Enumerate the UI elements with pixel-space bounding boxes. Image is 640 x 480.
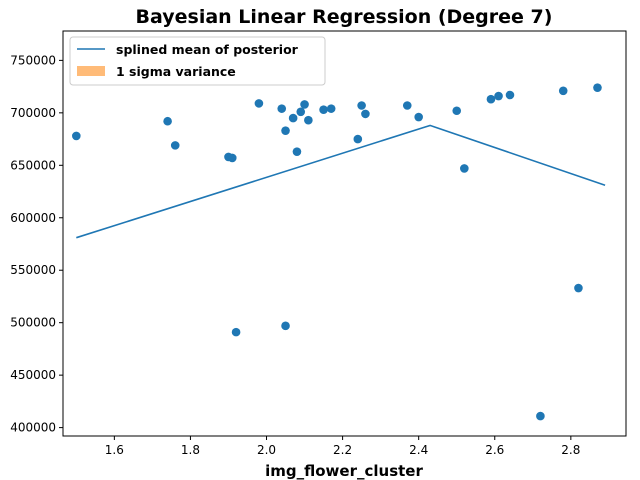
y-tick-label: 500000 bbox=[10, 316, 56, 330]
data-point bbox=[494, 91, 503, 101]
x-tick-label: 2.2 bbox=[333, 443, 352, 457]
y-tick-label: 750000 bbox=[10, 53, 56, 67]
y-tick-label: 650000 bbox=[10, 158, 56, 172]
data-point bbox=[277, 104, 287, 113]
y-tick-label: 400000 bbox=[10, 421, 56, 435]
data-point bbox=[460, 164, 469, 173]
data-point bbox=[536, 411, 545, 421]
data-point bbox=[170, 141, 180, 150]
data-point bbox=[72, 131, 81, 141]
data-point bbox=[353, 134, 363, 144]
data-point bbox=[505, 90, 515, 100]
data-point bbox=[593, 83, 602, 92]
data-point bbox=[319, 105, 328, 114]
y-tick-label: 550000 bbox=[10, 263, 56, 277]
legend-label-mean: splined mean of posterior bbox=[116, 42, 299, 57]
posterior-mean-line bbox=[76, 124, 606, 239]
data-point bbox=[288, 113, 298, 123]
chart-title: Bayesian Linear Regression (Degree 7) bbox=[136, 6, 553, 28]
x-tick-label: 2.0 bbox=[257, 443, 276, 457]
data-point bbox=[558, 86, 568, 96]
y-tick-label: 700000 bbox=[10, 106, 56, 120]
data-point bbox=[414, 112, 423, 122]
legend-box bbox=[69, 36, 326, 86]
data-point bbox=[231, 327, 241, 337]
data-point bbox=[163, 116, 172, 126]
x-tick-label: 2.8 bbox=[561, 443, 580, 457]
y-tick-label: 450000 bbox=[10, 368, 56, 382]
data-point bbox=[281, 126, 290, 135]
y-axis: 400000 450000 500000 550000 600000 650000 7000… bbox=[10, 53, 63, 435]
plot-frame bbox=[62, 30, 627, 437]
x-axis-label: img_flower_cluster bbox=[265, 462, 423, 480]
data-point bbox=[304, 115, 313, 125]
legend-label-variance: 1 sigma variance bbox=[116, 64, 236, 79]
x-tick-label: 2.4 bbox=[409, 443, 428, 457]
data-point bbox=[254, 99, 264, 108]
data-point bbox=[486, 94, 496, 104]
x-tick-label: 2.6 bbox=[485, 443, 504, 457]
data-point bbox=[326, 104, 336, 113]
legend: splined mean of posterior 1 sigma varianc… bbox=[69, 36, 326, 86]
data-point bbox=[300, 100, 309, 109]
data-point bbox=[292, 147, 302, 156]
x-tick-label: 1.6 bbox=[105, 443, 124, 457]
plot-area bbox=[62, 30, 627, 437]
data-point bbox=[361, 109, 370, 119]
data-point bbox=[227, 153, 237, 163]
x-tick-label: 1.8 bbox=[181, 443, 200, 457]
x-axis: 1.6 1.8 2.0 2.2 2.4 2.6 2.8 bbox=[105, 436, 580, 457]
data-point bbox=[357, 101, 366, 110]
y-tick-label: 600000 bbox=[10, 211, 56, 225]
data-point bbox=[402, 101, 412, 110]
data-point bbox=[574, 283, 583, 293]
data-point bbox=[452, 106, 462, 116]
data-point bbox=[281, 321, 290, 331]
legend-area-swatch bbox=[77, 66, 105, 76]
data-point bbox=[296, 107, 306, 117]
